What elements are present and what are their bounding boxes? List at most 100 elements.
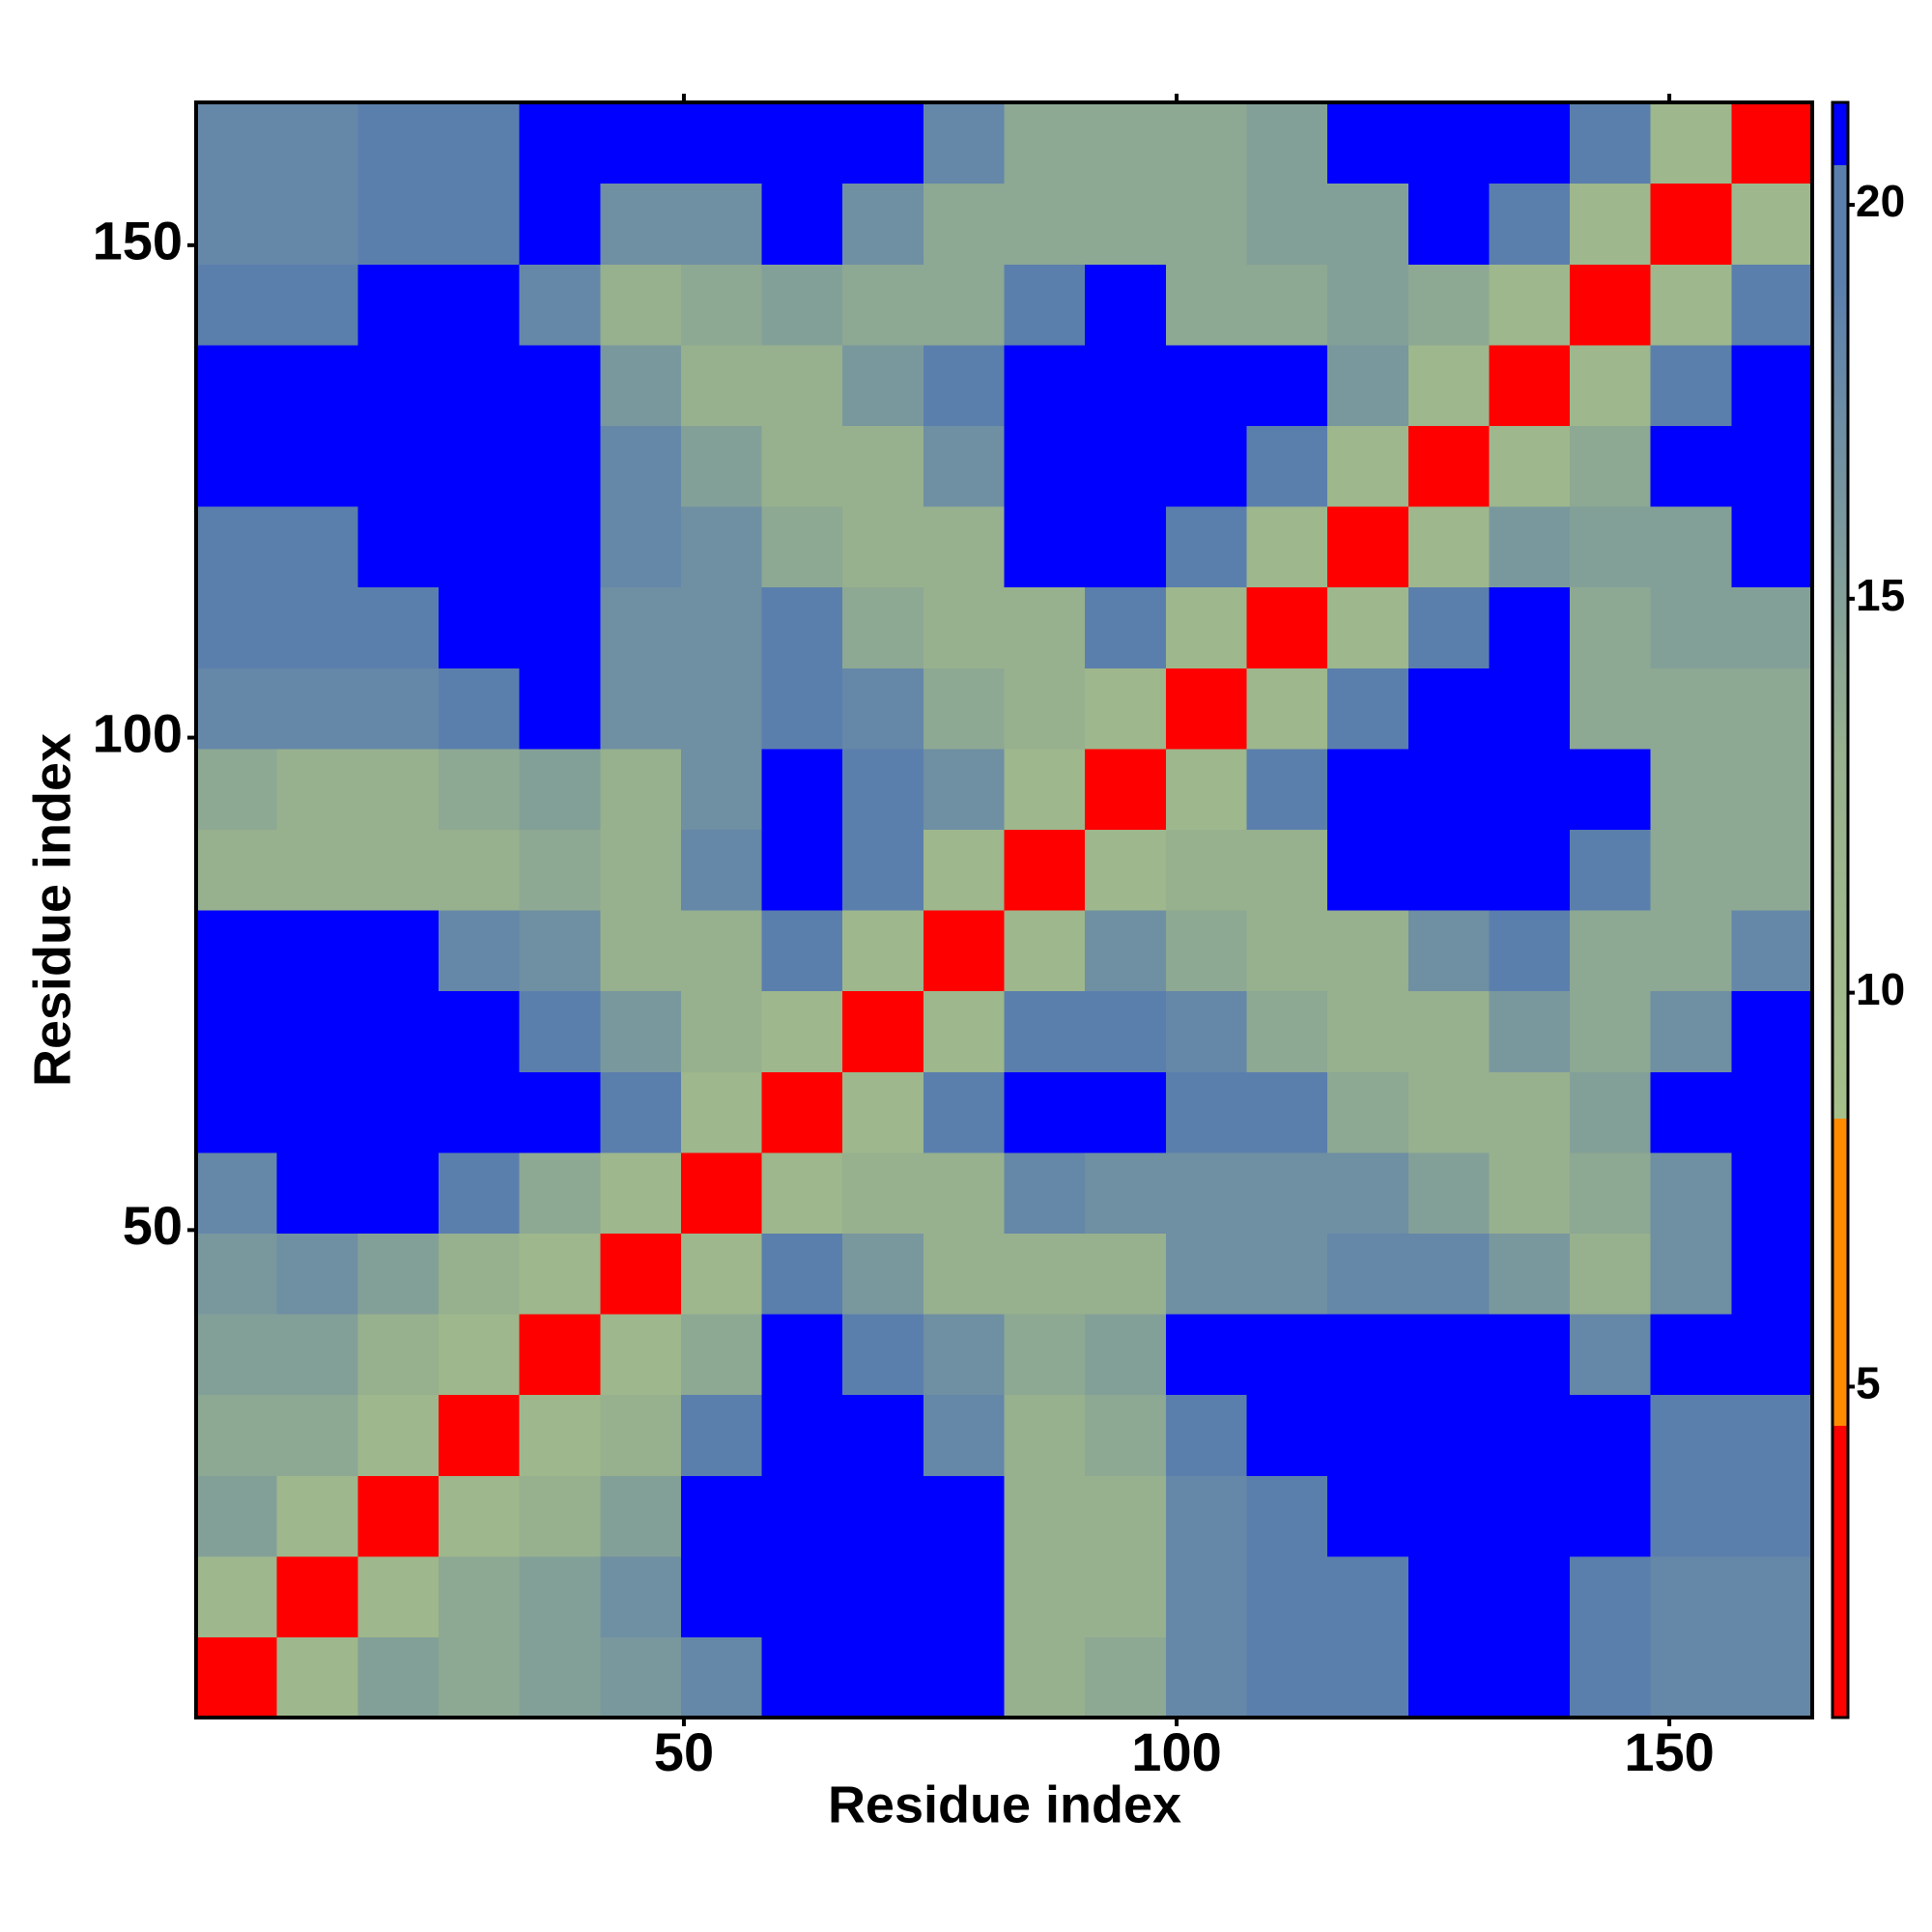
heatmap-cell bbox=[1327, 183, 1409, 265]
y-tick-label: 50 bbox=[123, 1195, 183, 1256]
heatmap-cell bbox=[1165, 1394, 1248, 1476]
heatmap-cell bbox=[1570, 668, 1652, 750]
heatmap-cell bbox=[1650, 586, 1732, 668]
heatmap-cell bbox=[1165, 425, 1248, 507]
heatmap-cell bbox=[357, 102, 440, 185]
heatmap-cell bbox=[1489, 1314, 1571, 1396]
heatmap-cell bbox=[923, 910, 1006, 992]
heatmap-cell bbox=[276, 586, 358, 668]
heatmap-cell bbox=[1489, 990, 1571, 1072]
heatmap-cell bbox=[1731, 264, 1813, 346]
heatmap-cell bbox=[1004, 748, 1086, 830]
heatmap-cell bbox=[1407, 829, 1490, 911]
heatmap-cell bbox=[1085, 1636, 1167, 1719]
heatmap-cell bbox=[761, 1394, 843, 1476]
heatmap-cell bbox=[1004, 1394, 1086, 1476]
heatmap-cell bbox=[600, 1555, 682, 1637]
heatmap-cell bbox=[680, 586, 763, 668]
heatmap-cell bbox=[1004, 506, 1086, 588]
heatmap-cell bbox=[1489, 344, 1571, 426]
heatmap-cell bbox=[276, 264, 358, 346]
heatmap-cell bbox=[1570, 1394, 1652, 1476]
heatmap-cell bbox=[1731, 425, 1813, 507]
heatmap-cell bbox=[357, 1555, 440, 1637]
colorbar bbox=[1831, 100, 1850, 1719]
heatmap-cell bbox=[1407, 1071, 1490, 1153]
heatmap-cells bbox=[196, 102, 1813, 1719]
heatmap-cell bbox=[1570, 1475, 1652, 1557]
heatmap-cell bbox=[842, 1314, 924, 1396]
heatmap-cell bbox=[1489, 102, 1571, 185]
heatmap-cell bbox=[196, 1475, 278, 1557]
heatmap-cell bbox=[1489, 1394, 1571, 1476]
heatmap-cell bbox=[276, 425, 358, 507]
heatmap-cell bbox=[1650, 425, 1732, 507]
heatmap-cell bbox=[1570, 102, 1652, 185]
heatmap-cell bbox=[357, 910, 440, 992]
heatmap-cell bbox=[1650, 344, 1732, 426]
y-tick-label: 150 bbox=[93, 211, 183, 271]
heatmap-cell bbox=[1407, 990, 1490, 1072]
heatmap-cell bbox=[1731, 1071, 1813, 1153]
heatmap-cell bbox=[1165, 1233, 1248, 1315]
heatmap-cell bbox=[1407, 1233, 1490, 1315]
heatmap-cell bbox=[276, 748, 358, 830]
heatmap-cell bbox=[1650, 1475, 1732, 1557]
heatmap-cell bbox=[1004, 910, 1086, 992]
heatmap-cell bbox=[438, 1636, 521, 1719]
heatmap-cell bbox=[519, 1475, 601, 1557]
heatmap-cell bbox=[923, 425, 1006, 507]
heatmap-cell bbox=[842, 748, 924, 830]
heatmap-cell bbox=[1731, 344, 1813, 426]
heatmap-cell bbox=[357, 1071, 440, 1153]
heatmap-cell bbox=[1650, 910, 1732, 992]
heatmap-cell bbox=[1004, 425, 1086, 507]
heatmap-cell bbox=[1327, 1233, 1409, 1315]
x-axis-title: Residue index bbox=[828, 1776, 1181, 1833]
heatmap-cell bbox=[1327, 102, 1409, 185]
heatmap-cell bbox=[923, 990, 1006, 1072]
heatmap-cell bbox=[1165, 1314, 1248, 1396]
heatmap-cell bbox=[923, 1071, 1006, 1153]
heatmap-cell bbox=[1165, 102, 1248, 185]
heatmap-cell bbox=[1246, 829, 1328, 911]
heatmap-cell bbox=[1489, 506, 1571, 588]
heatmap-cell bbox=[1650, 1394, 1732, 1476]
heatmap-cell bbox=[1085, 1394, 1167, 1476]
heatmap-cell bbox=[1004, 1555, 1086, 1637]
heatmap-cell bbox=[680, 1636, 763, 1719]
heatmap-cell bbox=[1246, 1071, 1328, 1153]
heatmap-cell bbox=[1407, 748, 1490, 830]
heatmap-cell bbox=[842, 829, 924, 911]
heatmap-cell bbox=[923, 1394, 1006, 1476]
heatmap-cell bbox=[1570, 1636, 1652, 1719]
heatmap-cell bbox=[1731, 1314, 1813, 1396]
heatmap-cell bbox=[1731, 1555, 1813, 1637]
heatmap-cell bbox=[1085, 1314, 1167, 1396]
heatmap-cell bbox=[1407, 425, 1490, 507]
heatmap-cell bbox=[600, 183, 682, 265]
heatmap-cell bbox=[196, 344, 278, 426]
heatmap-cell bbox=[1650, 1636, 1732, 1719]
heatmap-cell bbox=[519, 1314, 601, 1396]
heatmap-cell bbox=[1004, 990, 1086, 1072]
heatmap-cell bbox=[600, 1636, 682, 1719]
heatmap-cell bbox=[761, 910, 843, 992]
heatmap-cell bbox=[680, 425, 763, 507]
heatmap-cell bbox=[761, 668, 843, 750]
heatmap-cell bbox=[1650, 102, 1732, 185]
heatmap-cell bbox=[1085, 1071, 1167, 1153]
colorbar-tick-label: 15 bbox=[1856, 570, 1905, 620]
heatmap-cell bbox=[1489, 1233, 1571, 1315]
heatmap-cell bbox=[357, 1151, 440, 1234]
heatmap-cell bbox=[1570, 264, 1652, 346]
heatmap-cell bbox=[1004, 1475, 1086, 1557]
colorbar-tick-label: 20 bbox=[1856, 176, 1905, 226]
heatmap-cell bbox=[680, 1555, 763, 1637]
heatmap-cell bbox=[1165, 990, 1248, 1072]
heatmap-cell bbox=[680, 1394, 763, 1476]
heatmap-cell bbox=[680, 1233, 763, 1315]
heatmap-cell bbox=[1327, 1636, 1409, 1719]
heatmap-cell bbox=[196, 1071, 278, 1153]
heatmap-cell bbox=[1570, 990, 1652, 1072]
